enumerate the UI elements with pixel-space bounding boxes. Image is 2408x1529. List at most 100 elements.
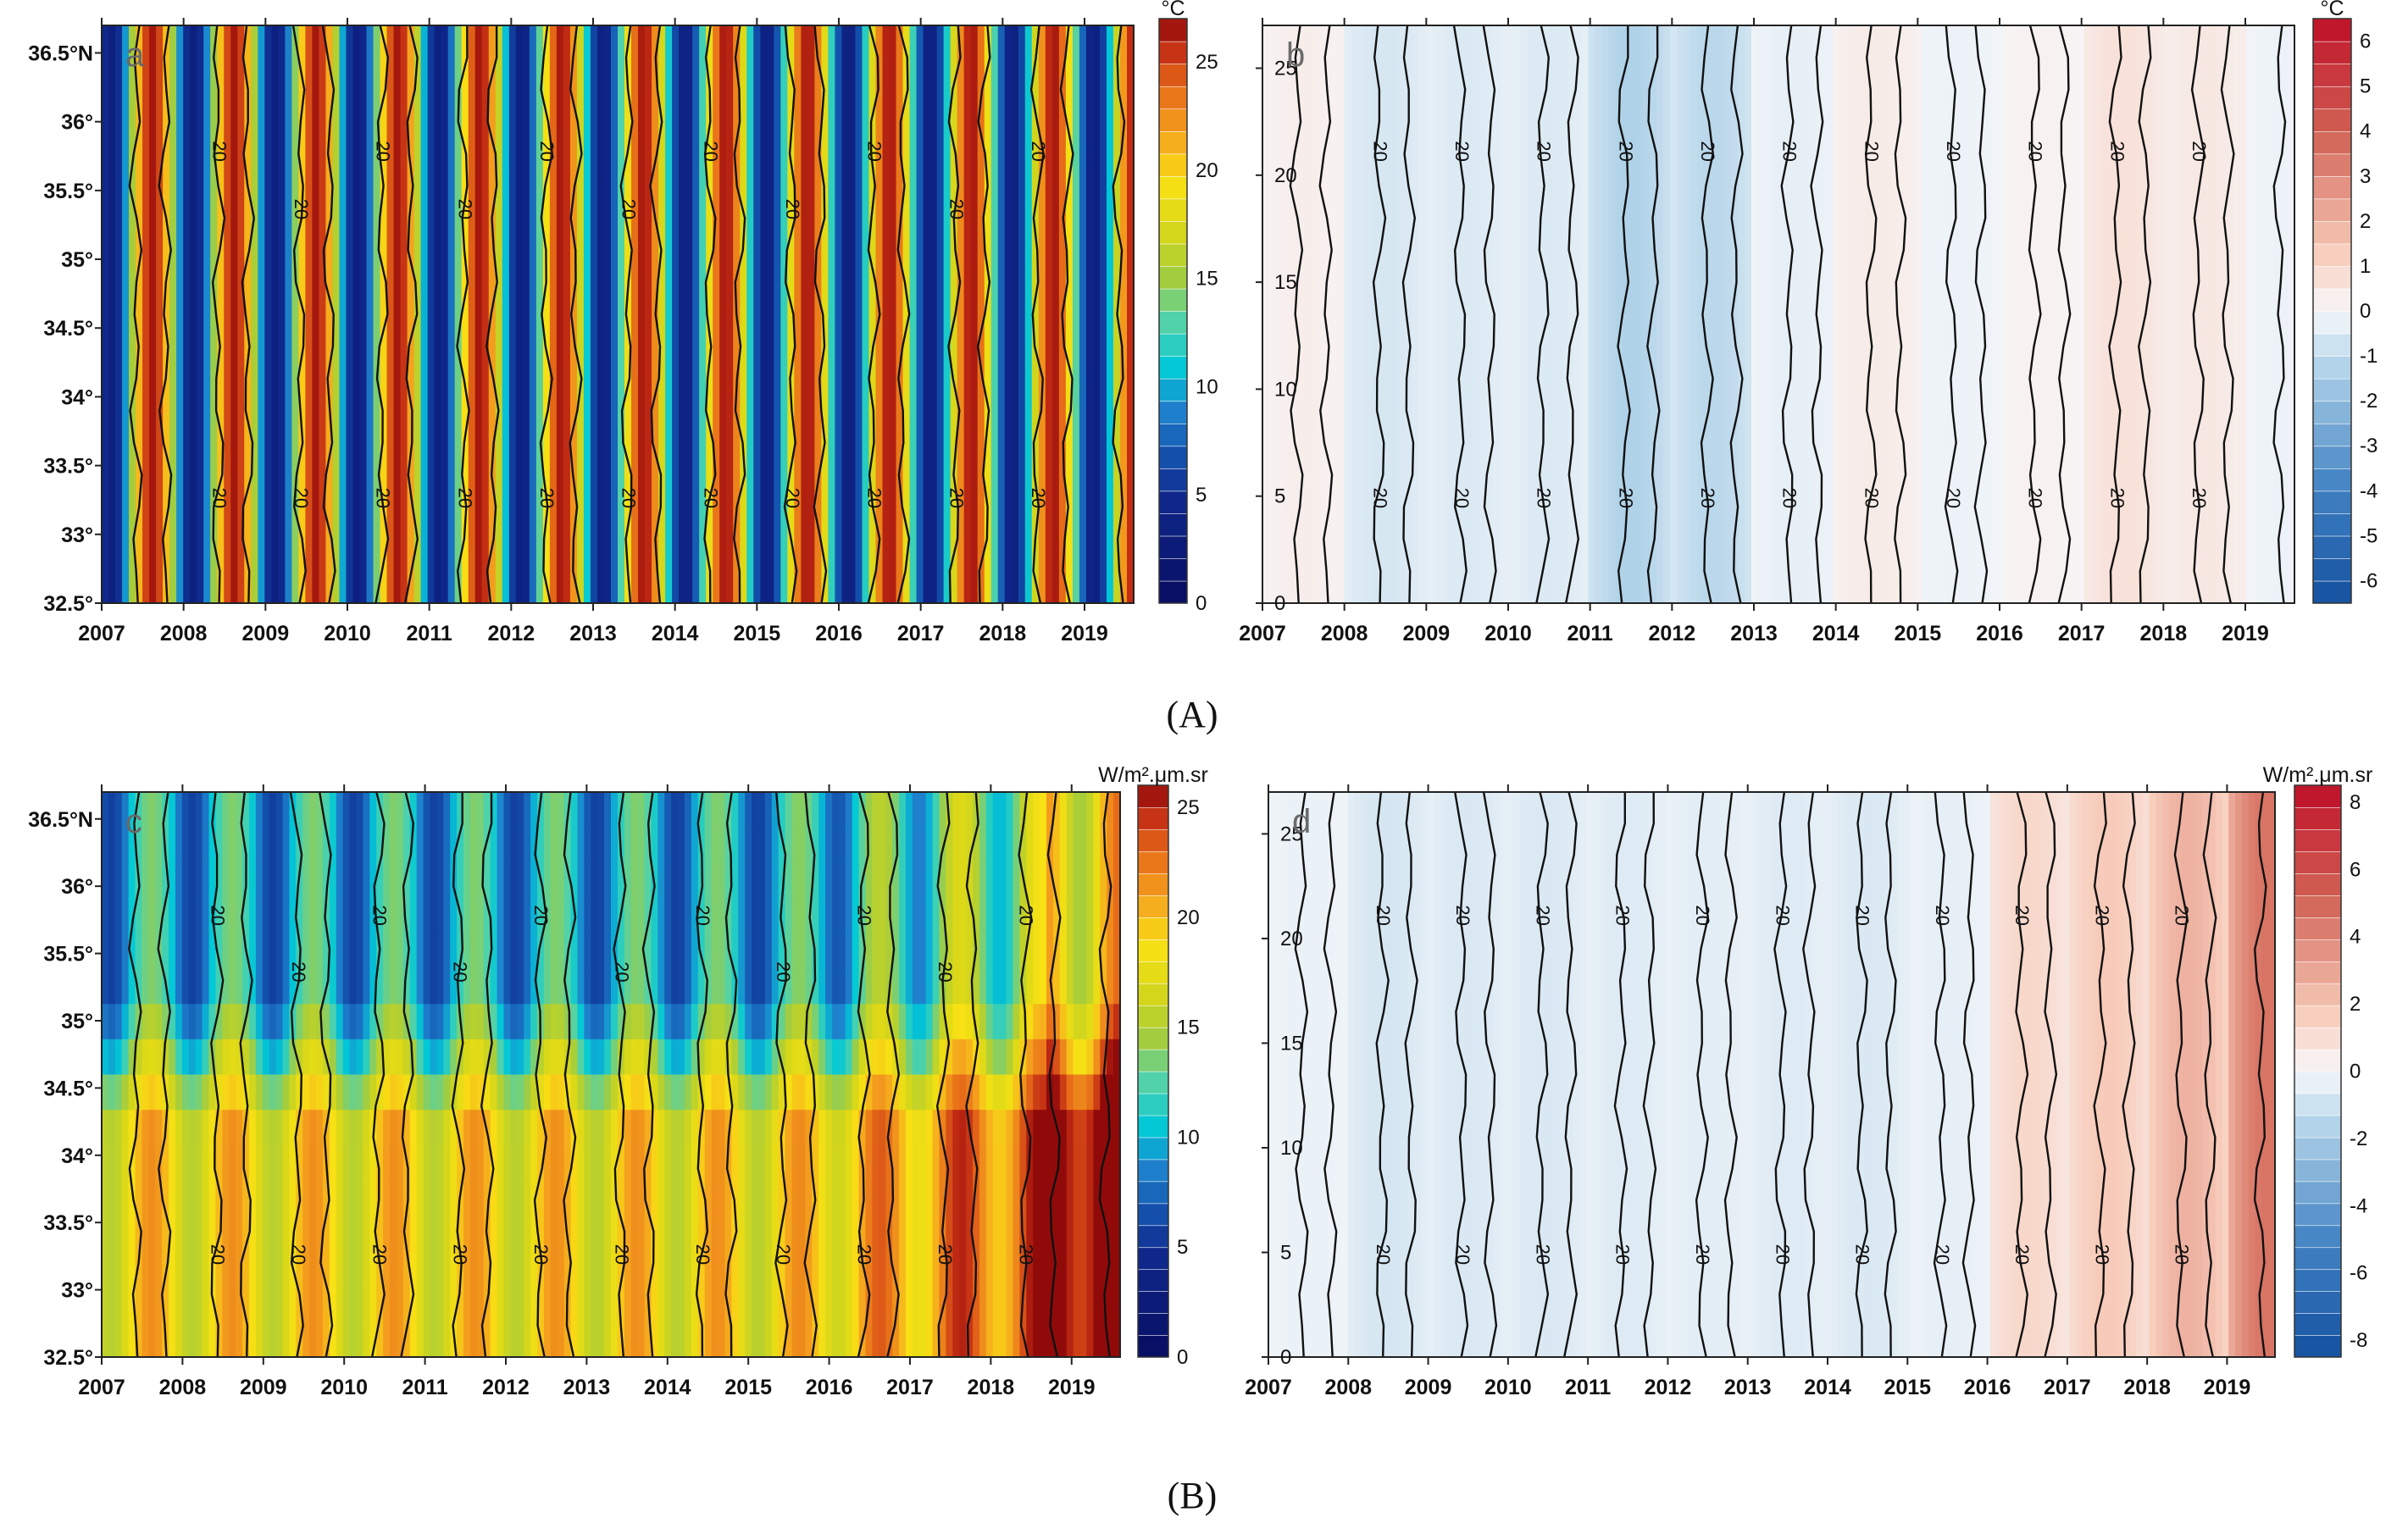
heat-cell	[604, 1144, 612, 1182]
heat-cell	[169, 25, 177, 603]
heat-cell	[450, 1286, 458, 1323]
heat-cell	[671, 1216, 679, 1252]
heat-cell	[1784, 792, 1793, 1357]
heat-cell	[1864, 792, 1873, 1357]
heat-cell	[1581, 25, 1590, 603]
heat-cell	[402, 1216, 411, 1252]
heat-cell	[236, 933, 243, 970]
heat-cell	[469, 1180, 478, 1217]
heat-cell	[764, 1250, 773, 1288]
heat-cell	[1622, 25, 1630, 603]
colorbar-step	[2312, 63, 2352, 87]
heat-cell	[845, 1144, 853, 1182]
heat-cell	[423, 968, 431, 1005]
heat-cell	[503, 1216, 512, 1252]
heat-cell	[476, 1180, 485, 1217]
heat-cell	[657, 1110, 666, 1146]
heat-cell	[169, 1250, 176, 1288]
heat-cell	[1006, 1286, 1014, 1323]
heat-cell	[932, 1144, 940, 1182]
caption-b: (B)	[1168, 1475, 1218, 1516]
heat-cell	[490, 1144, 498, 1182]
contour-line	[451, 792, 466, 1358]
heat-cell	[2260, 25, 2268, 603]
heat-cell	[885, 933, 893, 970]
heat-cell	[2122, 792, 2130, 1357]
heat-cell	[1107, 1180, 1114, 1217]
heat-cell	[148, 898, 157, 934]
heat-cell	[711, 1144, 719, 1182]
heat-cell	[738, 1144, 746, 1182]
heat-cell	[932, 827, 940, 864]
heat-cell	[905, 1110, 913, 1146]
contour-label: 20	[208, 1244, 229, 1265]
heat-cell	[757, 862, 766, 899]
heat-cell	[169, 1004, 176, 1040]
heat-cell	[697, 1286, 706, 1323]
heat-cell	[1073, 827, 1081, 864]
heat-cell	[899, 1110, 907, 1146]
contour-label: 20	[1943, 488, 1964, 508]
heat-cell	[483, 1110, 491, 1146]
contour-line	[128, 791, 142, 1358]
heat-cell	[1066, 1110, 1074, 1146]
colorbar-step	[2294, 961, 2342, 984]
heat-cell	[664, 1110, 672, 1146]
heat-cell	[141, 862, 150, 899]
colorbar-step	[1137, 806, 1169, 830]
heat-cell	[892, 1180, 900, 1217]
heat-cell	[671, 1110, 679, 1146]
heat-cell	[845, 1039, 853, 1076]
heat-cell	[1051, 25, 1060, 603]
heat-cell	[530, 1110, 538, 1146]
heat-cell	[1996, 792, 2005, 1357]
heat-cell	[818, 862, 826, 899]
heat-cell	[1798, 792, 1806, 1357]
heat-cell	[1006, 1321, 1014, 1358]
heat-cell	[711, 1110, 719, 1146]
heat-cell	[570, 1286, 579, 1323]
heat-cell	[282, 1216, 291, 1252]
heat-cell	[984, 25, 992, 603]
heat-cell	[2069, 792, 2078, 1357]
heat-cell	[691, 862, 699, 899]
heat-cell	[282, 792, 291, 828]
colorbar-step	[1137, 917, 1169, 940]
heat-cell	[691, 1039, 699, 1076]
heat-cell	[114, 968, 123, 1005]
heat-cell	[258, 25, 266, 603]
heat-cell	[771, 862, 780, 899]
heat-cell	[959, 792, 967, 828]
contour-label: 20	[288, 961, 309, 982]
heat-cell	[831, 1039, 840, 1076]
heat-cell	[885, 862, 893, 899]
y-tick-label: 34°	[61, 385, 93, 409]
heat-cell	[2156, 792, 2163, 1357]
heat-cell	[524, 827, 531, 864]
heat-cell	[1107, 1250, 1114, 1288]
heat-cell	[349, 968, 358, 1005]
heat-cell	[1710, 25, 1718, 603]
contour-label: 20	[782, 488, 803, 508]
heat-cell	[577, 1216, 585, 1252]
heat-cell	[771, 1074, 780, 1111]
heat-cell	[503, 827, 512, 864]
heat-cell	[229, 1321, 236, 1358]
x-tick-label: 2018	[2123, 1376, 2171, 1399]
contour-line	[485, 25, 500, 604]
heat-cell	[128, 1039, 136, 1076]
heat-cell	[684, 1321, 692, 1358]
heat-cell	[879, 1074, 887, 1111]
colorbar-step	[2312, 310, 2352, 335]
heat-cell	[617, 1110, 625, 1146]
heat-cell	[678, 1039, 685, 1076]
heat-cell	[2002, 25, 2011, 603]
heat-cell	[718, 862, 726, 899]
heat-cell	[363, 898, 371, 934]
heat-cell	[1107, 933, 1114, 970]
heat-cell	[1850, 792, 1859, 1357]
heat-cell	[845, 792, 853, 828]
heat-cell	[1046, 792, 1054, 828]
heat-cell	[275, 1321, 284, 1358]
heat-cell	[349, 1321, 358, 1358]
